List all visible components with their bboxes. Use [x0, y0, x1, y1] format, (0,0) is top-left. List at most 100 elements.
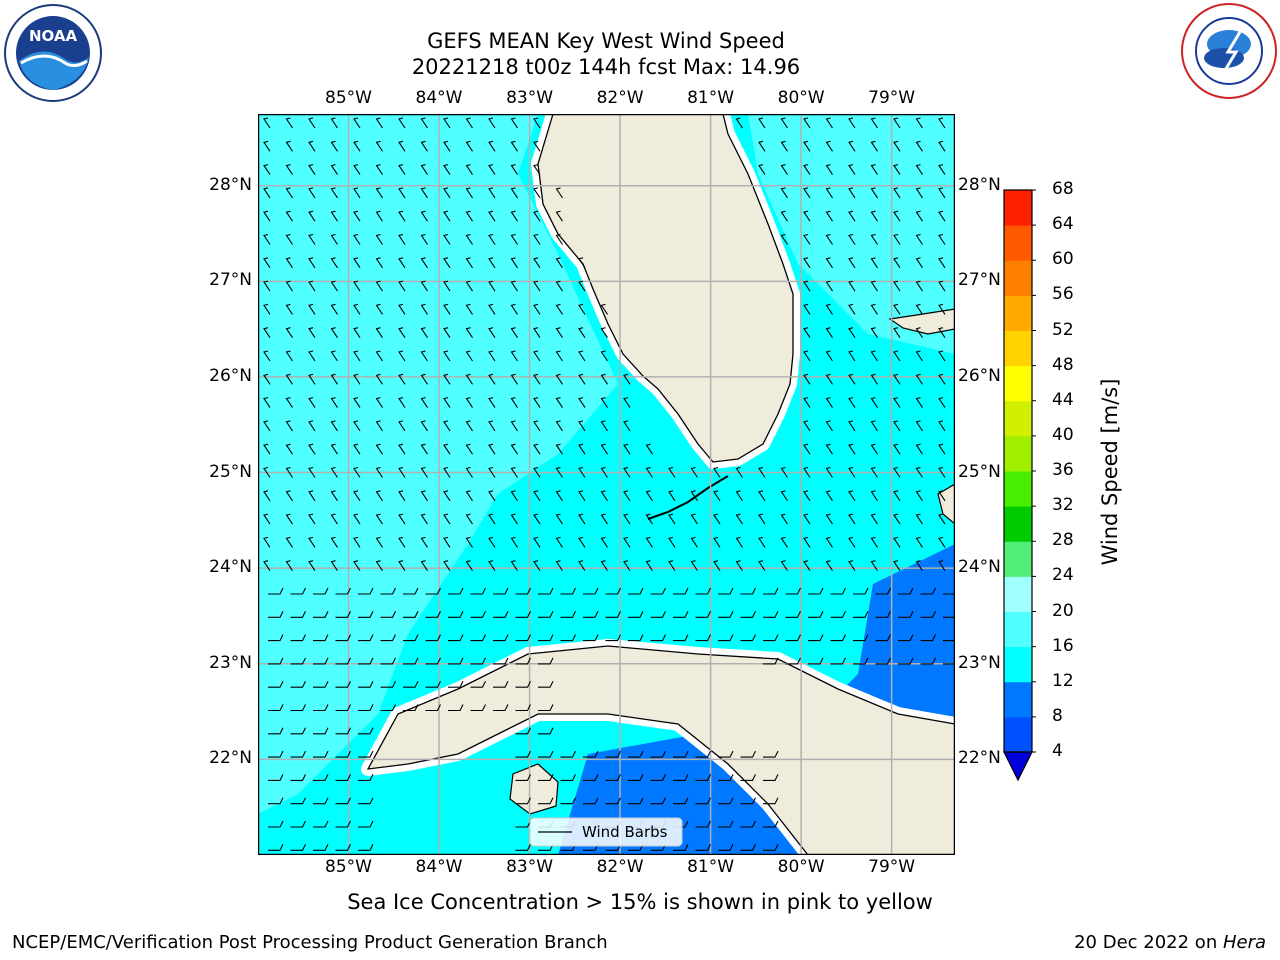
- wind-barb: [285, 210, 293, 222]
- wind-barb: [398, 327, 406, 339]
- wind-barb: [285, 536, 293, 548]
- wind-barb: [673, 611, 689, 618]
- wind-barb: [465, 187, 473, 199]
- wind-barb: [403, 634, 419, 642]
- colorbar-tick-label: 60: [1052, 249, 1074, 270]
- wind-barb: [313, 704, 329, 712]
- wind-barb: [465, 490, 473, 502]
- wind-barb: [915, 490, 923, 502]
- wind-barb: [403, 611, 419, 618]
- wind-barb: [893, 536, 901, 548]
- wind-barb: [285, 164, 293, 175]
- wind-barb: [803, 140, 811, 152]
- wind-barb: [335, 704, 351, 712]
- wind-barb: [690, 536, 698, 548]
- wind-barb: [808, 657, 824, 665]
- wind-barb: [870, 257, 878, 269]
- wind-barb: [870, 210, 878, 222]
- wind-barb: [268, 774, 284, 781]
- wind-barb: [335, 750, 351, 758]
- wind-barb: [623, 373, 631, 385]
- wind-barb: [488, 140, 496, 152]
- wind-barb: [380, 657, 396, 665]
- wind-barb: [848, 327, 856, 339]
- wind-barb: [285, 327, 293, 339]
- wind-barb: [780, 536, 788, 548]
- wind-barb: [578, 490, 586, 502]
- wind-barb: [668, 490, 676, 502]
- wind-barb: [443, 164, 451, 175]
- wind-barb: [555, 303, 563, 315]
- wind-barb: [285, 257, 293, 269]
- wind-barb: [398, 257, 406, 269]
- wind-barb: [465, 257, 473, 269]
- wind-barb: [605, 587, 621, 595]
- wind-barb: [510, 420, 518, 432]
- wind-barb: [398, 536, 406, 548]
- wind-barb: [420, 140, 428, 152]
- wind-barb: [758, 466, 766, 478]
- lat-tick-label-left: 24°N: [209, 557, 252, 578]
- wind-barb: [398, 350, 406, 362]
- wind-barb: [375, 490, 383, 502]
- wind-barb: [825, 397, 833, 408]
- wind-barb: [848, 117, 856, 129]
- colorbar-segment: [1004, 400, 1032, 437]
- wind-barb: [870, 536, 878, 548]
- wind-barb: [870, 187, 878, 199]
- colorbar-segment: [1004, 471, 1032, 507]
- wind-barb: [308, 536, 316, 548]
- wind-barb: [285, 303, 293, 315]
- nws-logo: [1180, 2, 1278, 100]
- wind-barb: [443, 327, 451, 339]
- wind-barb: [510, 327, 518, 339]
- wind-barb: [690, 490, 698, 502]
- florida-keys: [647, 475, 729, 520]
- wind-barb: [420, 233, 428, 245]
- wind-barb: [848, 233, 856, 245]
- wind-barb: [510, 233, 518, 245]
- wind-barb: [560, 797, 576, 805]
- wind-barb: [510, 117, 518, 129]
- wind-barb: [555, 327, 563, 339]
- wind-barb: [780, 513, 788, 525]
- wind-barb: [898, 611, 914, 618]
- wind-barb: [290, 774, 306, 781]
- wind-barb: [825, 280, 833, 292]
- wind-barb: [263, 420, 271, 432]
- wind-barb: [465, 443, 473, 455]
- wind-barb: [875, 611, 891, 618]
- wind-barb: [353, 560, 361, 572]
- wind-barb: [313, 797, 329, 805]
- wind-barb: [870, 420, 878, 432]
- wind-barb: [718, 844, 734, 851]
- wind-barb: [848, 140, 856, 152]
- wind-barb: [713, 560, 721, 572]
- lat-tick-label-left: 22°N: [209, 748, 252, 769]
- wind-barb: [808, 587, 824, 595]
- wind-barb: [538, 727, 554, 735]
- wind-barb: [735, 490, 743, 502]
- wind-barb: [403, 680, 419, 688]
- wind-barb: [330, 373, 338, 385]
- wind-barb: [398, 164, 406, 175]
- wind-barb: [308, 560, 316, 572]
- wind-barb: [493, 611, 509, 618]
- wind-barb: [893, 466, 901, 478]
- wind-barb: [420, 373, 428, 385]
- wind-barb: [848, 280, 856, 292]
- map-gridlines: [258, 114, 955, 855]
- wind-barb: [420, 420, 428, 432]
- wind-barb: [763, 611, 779, 618]
- wind-barb: [358, 611, 374, 618]
- wind-barb: [825, 327, 833, 339]
- wind-barb: [915, 210, 923, 222]
- wind-barb: [830, 657, 846, 665]
- wind-barb: [870, 280, 878, 292]
- wind-barb: [425, 611, 441, 618]
- wind-barb: [825, 420, 833, 432]
- wind-barb: [938, 490, 946, 502]
- wind-barb: [803, 373, 811, 385]
- wind-barb: [740, 774, 756, 781]
- wind-barb: [578, 257, 586, 269]
